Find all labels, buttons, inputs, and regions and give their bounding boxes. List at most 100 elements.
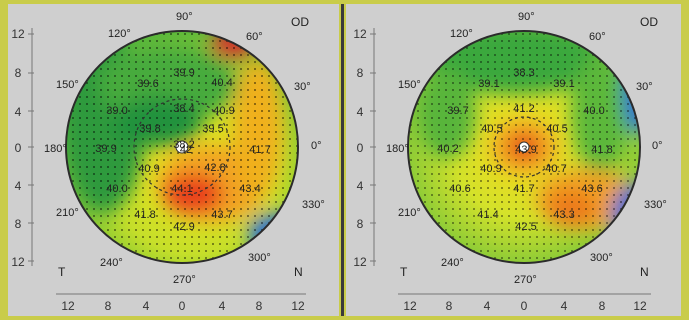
y-tick: 4 (357, 179, 364, 193)
x-tick: 4 (143, 299, 150, 313)
y-tick: 4 (15, 179, 22, 193)
map-value: 39.1 (553, 78, 574, 90)
angle-label: 90° (518, 11, 535, 23)
angle-label: 0° (311, 140, 322, 152)
angle-label: 300° (248, 252, 271, 264)
map-value: 42.8 (204, 162, 225, 174)
pupil-outline (133, 98, 231, 196)
map-value: 39.8 (139, 123, 160, 135)
map-value: 41.4 (477, 209, 498, 221)
map-value: 39.0 (106, 105, 127, 117)
angle-label: 180° (386, 143, 409, 155)
y-tick: 8 (15, 66, 22, 80)
center-marker (175, 140, 189, 154)
map-value: 41.8 (134, 209, 155, 221)
map-value: 43.4 (239, 183, 260, 195)
map-value: 43.9 (515, 144, 536, 156)
map-value: 42 (180, 144, 192, 156)
nasal-label: N (294, 265, 303, 279)
angle-label: 330° (644, 199, 667, 211)
x-axis: 12 8 4 0 4 8 12 (398, 293, 651, 313)
y-tick: 0 (15, 141, 22, 155)
angle-label: 150° (56, 79, 79, 91)
angle-label: 300° (590, 252, 613, 264)
map-value: 40.5 (481, 123, 502, 135)
x-tick: 4 (219, 299, 226, 313)
angle-label: 90° (176, 11, 193, 23)
temporal-label: T (400, 265, 408, 279)
y-tick: 0 (357, 141, 364, 155)
value-labels: 38.3 39.1 39.1 39.7 41.2 40.0 40.5 40.5 … (437, 67, 612, 233)
map-value: 38.3 (513, 67, 534, 79)
map-boundary (65, 30, 299, 264)
map-value: 40.4 (211, 77, 232, 89)
x-tick: 4 (561, 299, 568, 313)
x-tick: 8 (105, 299, 112, 313)
angle-label: 30° (294, 81, 311, 93)
angle-label: 270° (514, 274, 537, 286)
map-value: 38.4 (173, 103, 194, 115)
y-tick: 12 (353, 27, 367, 41)
map-value: 42.5 (515, 221, 536, 233)
y-axis: 12 8 4 0 4 8 12 (353, 27, 376, 269)
map-value: 40.9 (213, 105, 234, 117)
angle-label: 0° (652, 140, 663, 152)
temporal-label: T (58, 265, 66, 279)
pupil-outline (493, 116, 555, 178)
map-value: 42.9 (173, 221, 194, 233)
y-tick: 8 (15, 217, 22, 231)
center-marker (518, 141, 530, 153)
x-tick: 12 (403, 299, 417, 313)
x-tick: 12 (291, 299, 305, 313)
x-tick: 8 (599, 299, 606, 313)
map-boundary (407, 30, 641, 264)
angle-label: 120° (450, 28, 473, 40)
map-value: 41.7 (249, 144, 270, 156)
y-tick: 4 (15, 105, 22, 119)
angle-label: 270° (173, 274, 196, 286)
x-tick: 4 (484, 299, 491, 313)
y-tick: 12 (11, 255, 25, 269)
x-axis: 12 8 4 0 4 8 12 (56, 293, 306, 313)
map-value: 43.3 (553, 209, 574, 221)
map-value: 39.5 (202, 123, 223, 135)
angle-label: 240° (100, 257, 123, 269)
map-value: 39.6 (137, 78, 158, 90)
map-value: 39.7 (447, 105, 468, 117)
angle-label: 180° (44, 143, 67, 155)
eye-label: OD (640, 15, 658, 29)
map-value: 39.9 (173, 67, 194, 79)
nasal-label: N (640, 265, 649, 279)
map-value: 44.1 (171, 183, 192, 195)
angle-label: 120° (108, 28, 131, 40)
y-tick: 12 (353, 255, 367, 269)
value-labels: 39.9 40.4 39.6 40.9 39.0 38.4 39.8 39.5 … (95, 67, 270, 233)
angle-labels: 90° 60° 30° 0° 330° 300° 270° 240° 210° … (386, 11, 667, 286)
angle-label: 210° (56, 207, 79, 219)
map-value: 40.2 (437, 143, 458, 155)
x-tick: 12 (633, 299, 647, 313)
map-value: 40.0 (106, 183, 127, 195)
angle-label: 30° (636, 81, 653, 93)
map-value: 40.9 (138, 163, 159, 175)
map-value: 38.2 (173, 139, 194, 151)
angle-labels: 90° 60° 30° 0° 330° 300° 270° 240° 210° … (44, 11, 325, 286)
map-value: 43.7 (211, 209, 232, 221)
map-value: 40.7 (545, 163, 566, 175)
x-tick: 12 (61, 299, 75, 313)
map-value: 39.9 (95, 143, 116, 155)
x-tick: 8 (256, 299, 263, 313)
y-tick: 8 (357, 217, 364, 231)
y-tick: 12 (11, 27, 25, 41)
map-value: 40.9 (480, 163, 501, 175)
topography-map-left: 12 8 4 0 4 8 12 12 8 4 0 4 8 12 (8, 4, 339, 316)
x-tick: 8 (446, 299, 453, 313)
angle-label: 150° (398, 79, 421, 91)
angle-label: 60° (589, 31, 606, 43)
y-tick: 8 (357, 66, 364, 80)
map-value: 40.5 (546, 123, 567, 135)
map-value: 40.0 (583, 105, 604, 117)
angle-label: 210° (398, 207, 421, 219)
map-value: 41.2 (513, 103, 534, 115)
x-tick: 0 (521, 299, 528, 313)
